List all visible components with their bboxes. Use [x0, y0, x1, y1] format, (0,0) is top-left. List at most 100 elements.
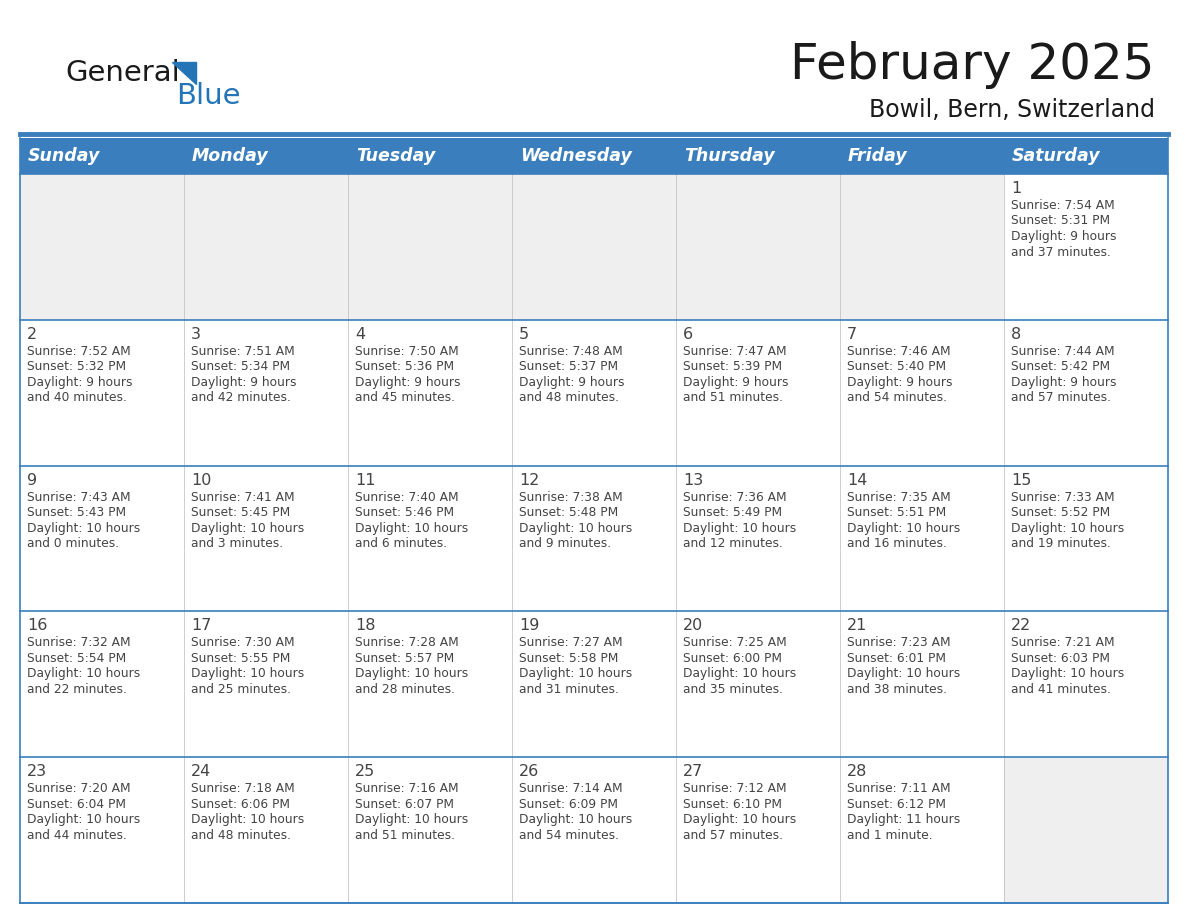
- Bar: [840, 611, 1004, 757]
- Text: and 16 minutes.: and 16 minutes.: [847, 537, 947, 550]
- Bar: [348, 174, 512, 319]
- Text: and 25 minutes.: and 25 minutes.: [191, 683, 291, 696]
- Text: Sunrise: 7:44 AM: Sunrise: 7:44 AM: [1011, 345, 1114, 358]
- Bar: [348, 138, 512, 174]
- Text: and 37 minutes.: and 37 minutes.: [1011, 245, 1111, 259]
- Bar: [184, 757, 348, 903]
- Text: Tuesday: Tuesday: [356, 147, 435, 165]
- Text: 4: 4: [355, 327, 365, 341]
- Text: and 48 minutes.: and 48 minutes.: [519, 391, 619, 404]
- Bar: [184, 611, 348, 757]
- Text: Sunrise: 7:41 AM: Sunrise: 7:41 AM: [191, 490, 295, 504]
- Text: and 12 minutes.: and 12 minutes.: [683, 537, 783, 550]
- Text: Saturday: Saturday: [1012, 147, 1100, 165]
- Text: and 3 minutes.: and 3 minutes.: [191, 537, 283, 550]
- Text: Sunrise: 7:14 AM: Sunrise: 7:14 AM: [519, 782, 623, 795]
- Text: and 48 minutes.: and 48 minutes.: [191, 829, 291, 842]
- Text: Sunset: 5:54 PM: Sunset: 5:54 PM: [27, 652, 126, 665]
- Bar: [676, 138, 840, 174]
- Text: 13: 13: [683, 473, 703, 487]
- Bar: [20, 138, 184, 174]
- Text: February 2025: February 2025: [790, 41, 1155, 89]
- Text: Blue: Blue: [176, 82, 240, 110]
- Text: Sunset: 5:51 PM: Sunset: 5:51 PM: [847, 506, 947, 519]
- Text: Sunset: 5:49 PM: Sunset: 5:49 PM: [683, 506, 782, 519]
- Text: Sunday: Sunday: [29, 147, 100, 165]
- Text: and 51 minutes.: and 51 minutes.: [355, 829, 455, 842]
- Text: Sunset: 5:34 PM: Sunset: 5:34 PM: [191, 360, 290, 374]
- Text: Sunrise: 7:25 AM: Sunrise: 7:25 AM: [683, 636, 786, 649]
- Text: Daylight: 10 hours: Daylight: 10 hours: [519, 667, 632, 680]
- Bar: [1004, 138, 1168, 174]
- Text: Sunset: 6:09 PM: Sunset: 6:09 PM: [519, 798, 618, 811]
- Text: Sunrise: 7:35 AM: Sunrise: 7:35 AM: [847, 490, 950, 504]
- Bar: [840, 465, 1004, 611]
- Text: Sunrise: 7:32 AM: Sunrise: 7:32 AM: [27, 636, 131, 649]
- Text: 25: 25: [355, 764, 375, 779]
- Text: and 0 minutes.: and 0 minutes.: [27, 537, 119, 550]
- Text: and 54 minutes.: and 54 minutes.: [847, 391, 947, 404]
- Bar: [512, 611, 676, 757]
- Text: 10: 10: [191, 473, 211, 487]
- Bar: [348, 611, 512, 757]
- Bar: [20, 611, 184, 757]
- Text: and 41 minutes.: and 41 minutes.: [1011, 683, 1111, 696]
- Text: Sunset: 5:42 PM: Sunset: 5:42 PM: [1011, 360, 1110, 374]
- Text: Sunset: 5:57 PM: Sunset: 5:57 PM: [355, 652, 454, 665]
- Text: Sunset: 6:12 PM: Sunset: 6:12 PM: [847, 798, 946, 811]
- Text: Monday: Monday: [192, 147, 268, 165]
- Bar: [20, 174, 184, 319]
- Text: Sunset: 5:52 PM: Sunset: 5:52 PM: [1011, 506, 1111, 519]
- Text: 15: 15: [1011, 473, 1031, 487]
- Text: Daylight: 9 hours: Daylight: 9 hours: [191, 375, 297, 389]
- Bar: [20, 465, 184, 611]
- Text: 20: 20: [683, 619, 703, 633]
- Text: Sunset: 5:40 PM: Sunset: 5:40 PM: [847, 360, 946, 374]
- Text: and 6 minutes.: and 6 minutes.: [355, 537, 447, 550]
- Text: Daylight: 10 hours: Daylight: 10 hours: [1011, 521, 1124, 534]
- Text: Daylight: 9 hours: Daylight: 9 hours: [1011, 375, 1117, 389]
- Text: Daylight: 10 hours: Daylight: 10 hours: [683, 667, 796, 680]
- Text: Sunrise: 7:54 AM: Sunrise: 7:54 AM: [1011, 199, 1114, 212]
- Bar: [840, 319, 1004, 465]
- Text: 5: 5: [519, 327, 529, 341]
- Text: Daylight: 10 hours: Daylight: 10 hours: [683, 813, 796, 826]
- Text: Daylight: 10 hours: Daylight: 10 hours: [27, 813, 140, 826]
- Text: Daylight: 10 hours: Daylight: 10 hours: [519, 521, 632, 534]
- Text: Bowil, Bern, Switzerland: Bowil, Bern, Switzerland: [868, 98, 1155, 122]
- Bar: [512, 465, 676, 611]
- Text: 27: 27: [683, 764, 703, 779]
- Text: 7: 7: [847, 327, 857, 341]
- Text: Daylight: 10 hours: Daylight: 10 hours: [27, 521, 140, 534]
- Text: and 9 minutes.: and 9 minutes.: [519, 537, 611, 550]
- Text: Thursday: Thursday: [684, 147, 775, 165]
- Text: and 28 minutes.: and 28 minutes.: [355, 683, 455, 696]
- Text: Sunrise: 7:47 AM: Sunrise: 7:47 AM: [683, 345, 786, 358]
- Text: Sunset: 5:31 PM: Sunset: 5:31 PM: [1011, 215, 1110, 228]
- Text: Daylight: 9 hours: Daylight: 9 hours: [1011, 230, 1117, 243]
- Text: 21: 21: [847, 619, 867, 633]
- Text: 18: 18: [355, 619, 375, 633]
- Text: Sunrise: 7:51 AM: Sunrise: 7:51 AM: [191, 345, 295, 358]
- Text: Daylight: 10 hours: Daylight: 10 hours: [1011, 667, 1124, 680]
- Text: 17: 17: [191, 619, 211, 633]
- Text: Sunset: 6:01 PM: Sunset: 6:01 PM: [847, 652, 946, 665]
- Text: 6: 6: [683, 327, 693, 341]
- Bar: [184, 174, 348, 319]
- Text: Daylight: 10 hours: Daylight: 10 hours: [191, 667, 304, 680]
- Text: Sunrise: 7:21 AM: Sunrise: 7:21 AM: [1011, 636, 1114, 649]
- Text: Daylight: 9 hours: Daylight: 9 hours: [519, 375, 625, 389]
- Bar: [512, 319, 676, 465]
- Text: Wednesday: Wednesday: [520, 147, 632, 165]
- Text: 16: 16: [27, 619, 48, 633]
- Text: 8: 8: [1011, 327, 1022, 341]
- Text: 19: 19: [519, 619, 539, 633]
- Bar: [348, 757, 512, 903]
- Bar: [676, 611, 840, 757]
- Text: and 40 minutes.: and 40 minutes.: [27, 391, 127, 404]
- Text: and 44 minutes.: and 44 minutes.: [27, 829, 127, 842]
- Text: Daylight: 10 hours: Daylight: 10 hours: [519, 813, 632, 826]
- Text: Sunset: 6:04 PM: Sunset: 6:04 PM: [27, 798, 126, 811]
- Text: Daylight: 10 hours: Daylight: 10 hours: [27, 667, 140, 680]
- Text: Daylight: 9 hours: Daylight: 9 hours: [355, 375, 461, 389]
